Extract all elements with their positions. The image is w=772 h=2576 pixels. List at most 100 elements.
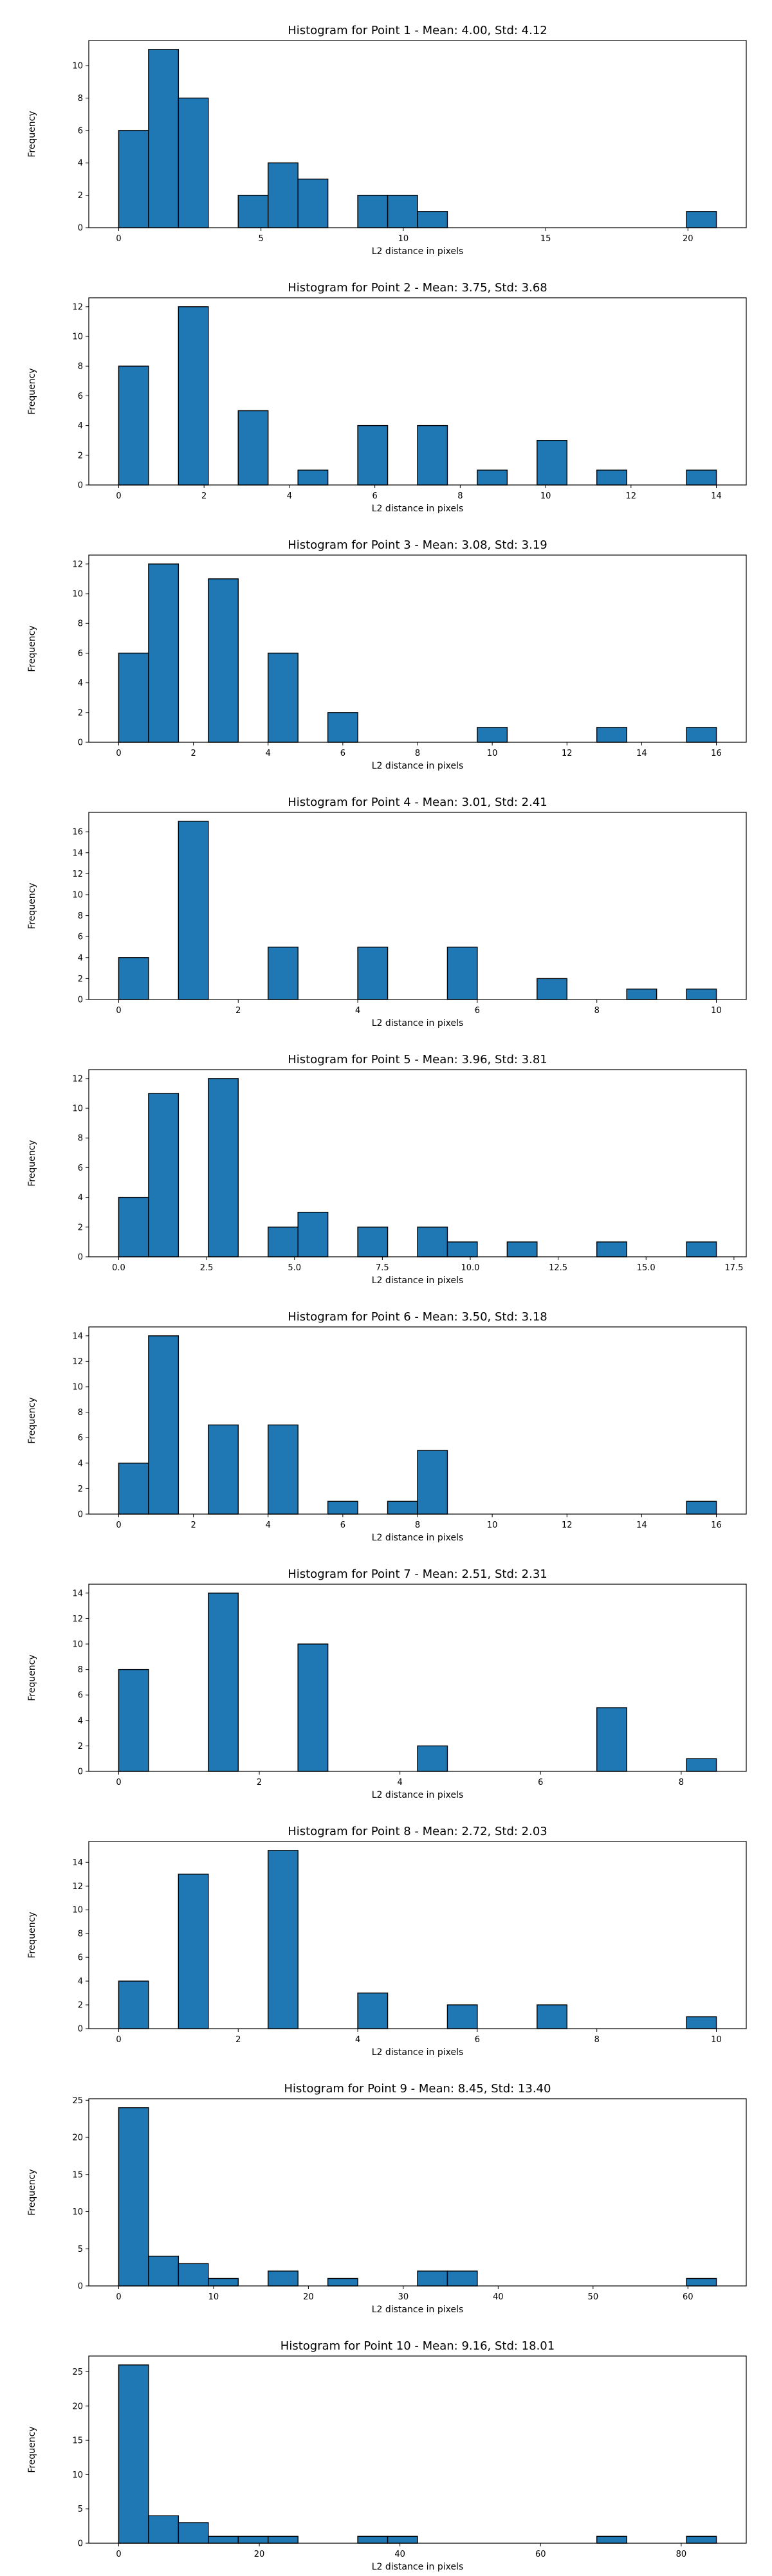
histogram-bar — [357, 1227, 389, 1257]
x-tick-label: 40 — [394, 2550, 405, 2559]
x-tick-label: 12 — [562, 1521, 573, 1530]
histogram-bar — [178, 306, 209, 486]
histogram-bar — [148, 2515, 179, 2544]
x-axis-label: L2 distance in pixels — [372, 761, 464, 771]
axes-frame — [88, 2098, 747, 2287]
histogram-bar — [417, 425, 448, 486]
y-tick-label: 2 — [78, 708, 83, 718]
y-tick-label: 10 — [72, 2207, 83, 2217]
y-tick-label: 10 — [72, 333, 83, 342]
histogram-bar — [327, 712, 358, 743]
x-tick-label: 60 — [683, 2292, 694, 2302]
x-tick-label: 0 — [116, 2292, 121, 2302]
histogram-bar — [387, 2535, 418, 2544]
y-tick-label: 4 — [78, 1459, 83, 1468]
y-tick-label: 4 — [78, 421, 83, 431]
y-tick-label: 12 — [72, 1074, 83, 1084]
histogram-bar — [237, 410, 269, 486]
y-tick-label: 12 — [72, 1357, 83, 1367]
histogram-bar — [357, 194, 389, 228]
y-tick-label: 4 — [78, 1716, 83, 1726]
y-tick-label: 6 — [78, 126, 83, 136]
x-tick-label: 4 — [355, 2035, 360, 2045]
histogram-bar — [118, 365, 149, 486]
histogram-bar — [686, 1241, 717, 1257]
y-tick-label: 10 — [72, 1906, 83, 1915]
y-tick-label: 12 — [72, 560, 83, 569]
y-axis-label: Frequency — [27, 368, 37, 414]
y-tick-label: 4 — [78, 953, 83, 963]
x-tick-label: 0 — [116, 1521, 121, 1530]
histogram-bar — [297, 470, 329, 486]
histogram-panel-5: Histogram for Point 5 - Mean: 3.96, Std:… — [27, 1053, 747, 1286]
y-tick-label: 8 — [78, 1408, 83, 1418]
histogram-bar — [686, 988, 717, 1000]
x-tick-label: 4 — [355, 1006, 360, 1016]
histogram-bar — [268, 1227, 299, 1257]
histogram-bar — [208, 1078, 239, 1257]
x-tick-label: 2 — [201, 491, 207, 501]
histogram-bar — [327, 2278, 358, 2287]
histogram-bar — [686, 2535, 717, 2544]
histogram-bar — [208, 578, 239, 743]
x-tick-label: 10 — [208, 2292, 219, 2302]
histogram-bar — [596, 2535, 627, 2544]
y-tick-label: 14 — [72, 1331, 83, 1341]
histogram-bar — [118, 652, 149, 743]
x-tick-label: 10 — [487, 1521, 498, 1530]
axes-frame — [88, 554, 747, 743]
histogram-bar — [446, 2270, 478, 2287]
histogram-bar — [268, 946, 299, 1000]
x-tick-label: 4 — [266, 1521, 271, 1530]
histogram-bar — [268, 1424, 299, 1515]
histogram-bar — [417, 2270, 448, 2287]
y-axis-label: Frequency — [27, 882, 37, 929]
x-tick-label: 12 — [562, 749, 573, 758]
histogram-bar — [148, 1093, 179, 1257]
y-tick-label: 20 — [72, 2402, 83, 2411]
histogram-bar — [686, 1758, 717, 1772]
histogram-bar — [417, 1227, 448, 1257]
histogram-bar — [537, 440, 567, 486]
histogram-bar — [118, 957, 149, 1000]
y-tick-label: 20 — [72, 2133, 83, 2143]
histogram-bar — [686, 211, 717, 228]
histogram-bar — [118, 130, 149, 228]
x-tick-label: 4 — [266, 749, 271, 758]
y-tick-label: 2 — [78, 1742, 83, 1751]
histogram-bar — [686, 1501, 717, 1515]
axes-frame — [88, 297, 747, 486]
histogram-bar — [417, 1450, 448, 1515]
histogram-bar — [297, 178, 329, 228]
x-tick-label: 0 — [116, 749, 121, 758]
x-tick-label: 6 — [340, 749, 345, 758]
y-tick-label: 6 — [78, 1691, 83, 1701]
x-axis-label: L2 distance in pixels — [372, 1533, 464, 1543]
x-tick-label: 8 — [594, 1006, 600, 1016]
y-tick-label: 10 — [72, 590, 83, 599]
x-tick-label: 2 — [235, 2035, 241, 2045]
y-tick-label: 2 — [78, 451, 83, 461]
axes-frame — [88, 1841, 747, 2029]
histogram-bar — [178, 2263, 209, 2287]
y-tick-label: 0 — [78, 1768, 83, 1777]
y-tick-label: 0 — [78, 1253, 83, 1263]
y-tick-label: 4 — [78, 1193, 83, 1203]
chart-title: Histogram for Point 9 - Mean: 8.45, Std:… — [284, 2082, 551, 2096]
histogram-bar — [506, 1241, 538, 1257]
x-tick-label: 2 — [257, 1778, 262, 1787]
y-tick-label: 2 — [78, 191, 83, 201]
x-tick-label: 16 — [711, 749, 722, 758]
x-tick-label: 10 — [487, 749, 498, 758]
histogram-bar — [596, 470, 627, 486]
y-tick-label: 0 — [78, 2539, 83, 2549]
x-tick-label: 6 — [340, 1521, 345, 1530]
x-tick-label: 50 — [588, 2292, 599, 2302]
y-tick-label: 10 — [72, 62, 83, 71]
y-tick-label: 0 — [78, 996, 83, 1005]
histogram-bar — [417, 1745, 448, 1772]
axes-frame — [88, 40, 747, 228]
x-tick-label: 4 — [398, 1778, 403, 1787]
y-tick-label: 4 — [78, 1977, 83, 1987]
